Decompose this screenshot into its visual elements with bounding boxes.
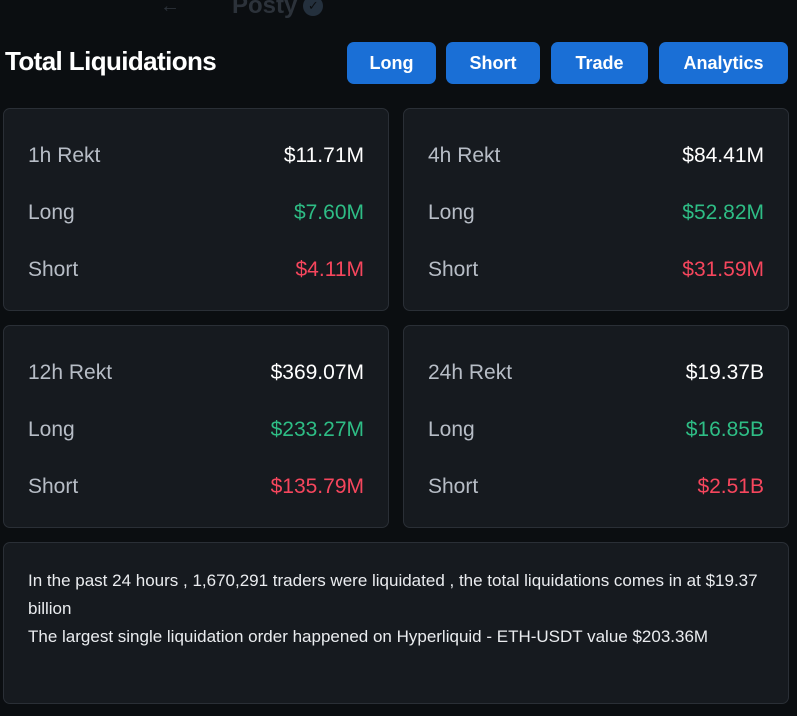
short-label: Short <box>28 258 79 281</box>
long-row: Long $7.60M <box>28 198 364 228</box>
period-label: 4h Rekt <box>428 144 501 167</box>
short-value: $4.11M <box>295 258 365 281</box>
short-row: Short $4.11M <box>28 255 364 285</box>
card-1h: 1h Rekt $11.71M Long $7.60M Short $4.11M <box>3 108 389 311</box>
analytics-button[interactable]: Analytics <box>659 42 788 84</box>
summary-line-2: The largest single liquidation order hap… <box>28 627 709 646</box>
long-button[interactable]: Long <box>347 42 436 84</box>
back-arrow-icon[interactable]: ← <box>160 0 180 17</box>
long-label: Long <box>28 418 75 441</box>
period-label: 24h Rekt <box>428 361 513 384</box>
long-label: Long <box>428 201 475 224</box>
short-row: Short $135.79M <box>28 472 364 502</box>
card-12h: 12h Rekt $369.07M Long $233.27M Short $1… <box>3 325 389 528</box>
total-value: $84.41M <box>682 144 764 167</box>
short-value: $135.79M <box>270 475 364 498</box>
trade-button[interactable]: Trade <box>551 42 648 84</box>
total-row: 1h Rekt $11.71M <box>28 141 364 171</box>
period-label: 1h Rekt <box>28 144 101 167</box>
header: Total Liquidations Long Short Trade Anal… <box>0 40 797 86</box>
card-4h: 4h Rekt $84.41M Long $52.82M Short $31.5… <box>403 108 789 311</box>
total-value: $11.71M <box>283 144 364 167</box>
long-label: Long <box>428 418 475 441</box>
short-row: Short $2.51B <box>428 472 764 502</box>
short-row: Short $31.59M <box>428 255 764 285</box>
short-button[interactable]: Short <box>446 42 540 84</box>
short-label: Short <box>428 475 479 498</box>
long-value: $7.60M <box>293 201 364 224</box>
total-value: $369.07M <box>270 361 364 384</box>
card-24h: 24h Rekt $19.37B Long $16.85B Short $2.5… <box>403 325 789 528</box>
total-row: 24h Rekt $19.37B <box>428 358 764 388</box>
long-row: Long $16.85B <box>428 415 764 445</box>
short-value: $31.59M <box>682 258 764 281</box>
total-row: 4h Rekt $84.41M <box>428 141 764 171</box>
account-name-wrap: Posty ✓ <box>232 0 324 20</box>
long-row: Long $233.27M <box>28 415 364 445</box>
cropped-profile-header: ← Posty ✓ <box>160 0 324 20</box>
account-name: Posty <box>232 0 298 19</box>
long-value: $233.27M <box>270 418 364 441</box>
period-label: 12h Rekt <box>28 361 113 384</box>
long-row: Long $52.82M <box>428 198 764 228</box>
long-value: $16.85B <box>685 418 764 441</box>
total-row: 12h Rekt $369.07M <box>28 358 364 388</box>
total-value: $19.37B <box>685 361 764 384</box>
page-title: Total Liquidations <box>5 46 217 76</box>
short-label: Short <box>28 475 79 498</box>
short-value: $2.51B <box>697 475 764 498</box>
verified-badge-icon: ✓ <box>303 0 324 16</box>
summary-line-1: In the past 24 hours , 1,670,291 traders… <box>28 571 758 618</box>
summary-box: In the past 24 hours , 1,670,291 traders… <box>3 542 789 704</box>
short-label: Short <box>428 258 479 281</box>
long-value: $52.82M <box>682 201 764 224</box>
long-label: Long <box>28 201 75 224</box>
